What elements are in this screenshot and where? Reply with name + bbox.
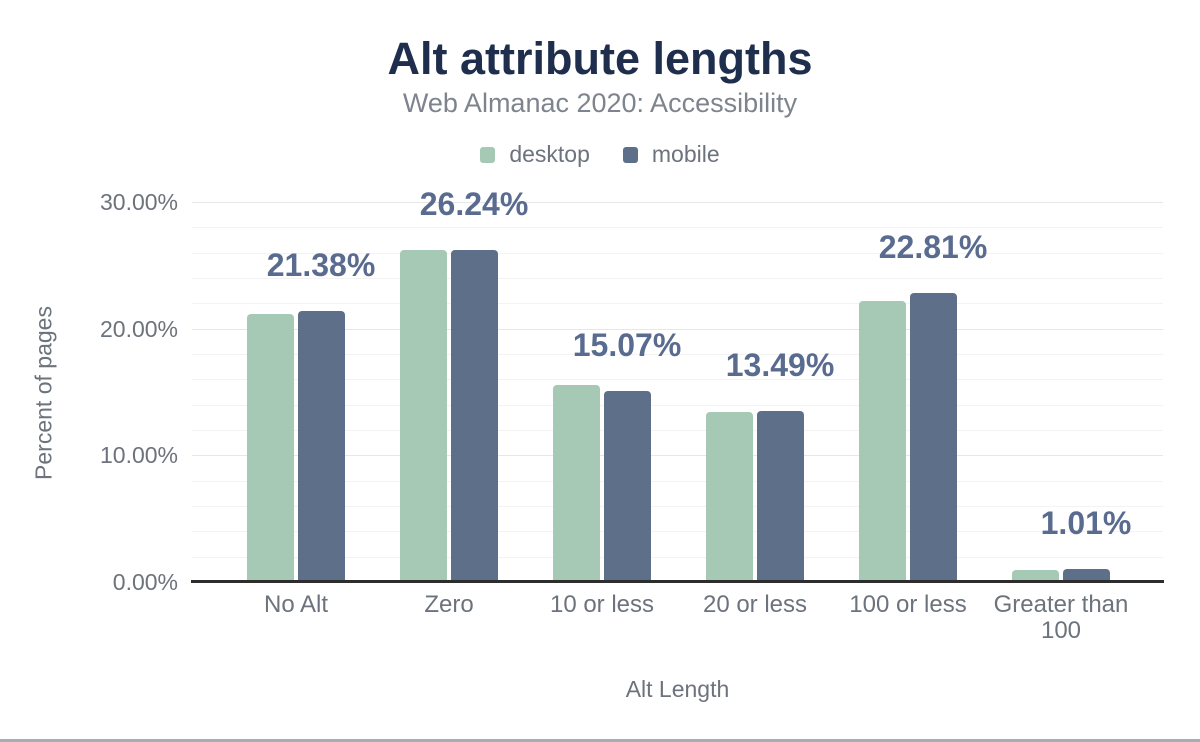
gridline-minor [192, 405, 1163, 406]
data-label-zero: 26.24% [419, 186, 529, 222]
data-label-10-or-less: 15.07% [572, 327, 682, 363]
gridline-major [192, 455, 1163, 456]
legend-item-desktop[interactable]: desktop [480, 141, 590, 168]
bar-desktop-greater-than-100[interactable] [1012, 570, 1059, 582]
bar-desktop-100-or-less[interactable] [859, 301, 906, 582]
legend-label: mobile [651, 141, 720, 167]
legend-swatch-desktop [480, 146, 496, 163]
gridline-minor [192, 253, 1163, 254]
gridline-major [192, 329, 1163, 330]
gridline-major [192, 202, 1163, 203]
gridline-minor [192, 506, 1163, 507]
bar-mobile-zero[interactable] [451, 250, 498, 582]
y-tick-label: 30.00% [99, 189, 178, 215]
bar-desktop-no-alt[interactable] [247, 314, 294, 582]
bottom-divider [0, 739, 1200, 742]
legend-item-mobile[interactable]: mobile [622, 141, 720, 168]
bar-mobile-10-or-less[interactable] [604, 391, 651, 582]
x-axis-title: Alt Length [625, 676, 730, 702]
legend-swatch-mobile [622, 146, 638, 163]
gridline-minor [192, 303, 1163, 304]
category-label-greater-than-100: Greater than 100 [993, 591, 1129, 644]
bar-mobile-100-or-less[interactable] [910, 293, 957, 582]
y-tick-label: 20.00% [99, 316, 178, 342]
bar-mobile-greater-than-100[interactable] [1063, 569, 1110, 582]
gridline-minor [192, 430, 1163, 431]
category-label-20-or-less: 20 or less [702, 591, 808, 618]
bar-desktop-zero[interactable] [400, 250, 447, 582]
bar-mobile-no-alt[interactable] [298, 311, 345, 582]
gridline-minor [192, 557, 1163, 558]
data-label-20-or-less: 13.49% [725, 347, 835, 383]
gridline-minor [192, 227, 1163, 228]
legend: desktop mobile [0, 141, 1200, 168]
gridline-minor [192, 354, 1163, 355]
category-label-zero: Zero [424, 591, 474, 618]
category-label-10-or-less: 10 or less [549, 591, 655, 618]
gridline-minor [192, 531, 1163, 532]
category-label-no-alt: No Alt [263, 591, 329, 618]
bar-mobile-20-or-less[interactable] [757, 411, 804, 582]
legend-label: desktop [509, 141, 590, 167]
category-label-100-or-less: 100 or less [849, 591, 967, 618]
chart-subtitle: Web Almanac 2020: Accessibility [402, 88, 798, 118]
y-tick-label: 0.00% [112, 569, 178, 595]
bar-desktop-20-or-less[interactable] [706, 412, 753, 582]
chart-title: Alt attribute lengths [387, 33, 813, 84]
bar-desktop-10-or-less[interactable] [553, 385, 600, 582]
data-label-greater-than-100: 1.01% [1040, 505, 1132, 541]
gridline-minor [192, 379, 1163, 380]
gridline-minor [192, 278, 1163, 279]
data-label-no-alt: 21.38% [266, 247, 376, 283]
y-tick-label: 10.00% [99, 442, 178, 468]
gridline-minor [192, 481, 1163, 482]
data-label-100-or-less: 22.81% [878, 229, 988, 265]
x-axis-line [191, 580, 1164, 583]
